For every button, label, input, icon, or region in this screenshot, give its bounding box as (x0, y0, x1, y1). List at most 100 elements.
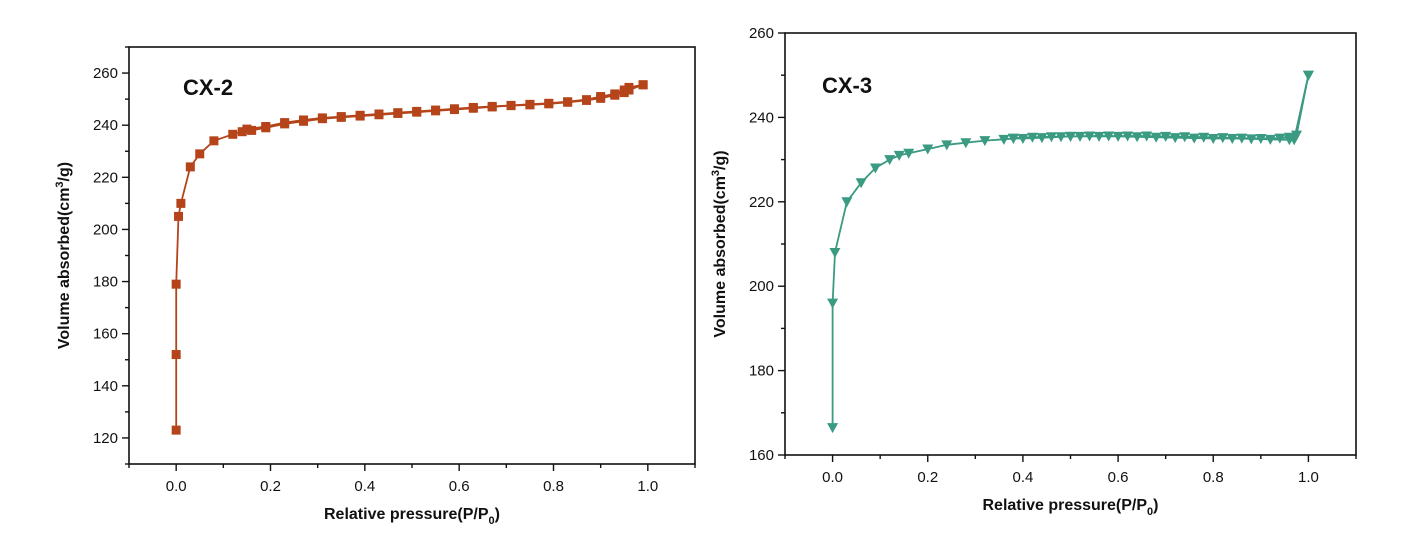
x-axis-label-tail: ) (1153, 497, 1158, 514)
data-point-marker (171, 350, 181, 360)
data-point-marker (960, 138, 972, 149)
series-0-line (831, 75, 1310, 428)
data-point-marker (449, 104, 459, 114)
series-1-line (1013, 75, 1310, 140)
x-axis-label-subscript: 0 (489, 515, 495, 527)
y-axis-label-superscript: 3 (710, 170, 722, 176)
x-axis-label-text: Relative pressure(P/P (983, 497, 1148, 514)
data-point-marker (393, 108, 403, 118)
y-axis-label: Volume absorbed(cm3/g) (54, 162, 73, 349)
x-axis-label: Relative pressure(P/P0) (983, 497, 1159, 518)
data-point-marker (1084, 131, 1096, 142)
data-point-marker (1217, 133, 1229, 144)
data-point-marker (1131, 132, 1143, 143)
y-axis-label-text: Volume absorbed(cm (712, 176, 729, 338)
y-tick-label: 180 (93, 274, 118, 291)
y-tick-label: 160 (93, 326, 118, 343)
x-tick-label: 1.0 (1298, 469, 1319, 486)
y-tick-label: 220 (749, 194, 774, 211)
data-point-marker (941, 140, 953, 151)
data-point-marker (596, 92, 606, 102)
chart-cx3: 0.0 0.2 0.4 0.6 0.8 1.0 160 180 200 220 240 260 Rela… (710, 25, 1357, 518)
x-tick-label: 0.2 (260, 478, 281, 495)
data-point-marker (431, 105, 441, 115)
y-axis-label: Volume absorbed(cm3/g) (710, 150, 729, 337)
data-point-marker (827, 423, 839, 434)
data-point-marker (237, 127, 247, 137)
data-point-marker (174, 211, 184, 221)
data-point-marker (1122, 131, 1134, 142)
y-tick-label: 160 (749, 447, 774, 464)
y-axis-label-tail: /g) (56, 162, 73, 182)
plot-frame (128, 46, 696, 465)
y-axis-label-superscript: 3 (54, 181, 66, 187)
data-point-marker (525, 99, 535, 109)
y-tick-label: 180 (749, 363, 774, 380)
data-point-marker (1226, 134, 1238, 144)
data-point-marker (869, 163, 881, 174)
data-point-marker (209, 136, 219, 146)
data-point-marker (855, 178, 867, 189)
data-point-marker (195, 149, 205, 159)
data-point-marker (228, 129, 238, 139)
x-tick-label: 0.0 (822, 469, 843, 486)
data-point-marker (317, 113, 327, 123)
x-tick-label: 0.8 (543, 478, 564, 495)
data-point-marker (582, 95, 592, 105)
y-tick-label: 260 (93, 65, 118, 82)
x-tick-label: 1.0 (637, 478, 658, 495)
x-tick-label: 0.2 (917, 469, 938, 486)
data-point-marker (1026, 132, 1038, 143)
data-point-marker (1007, 133, 1019, 144)
data-point-marker (171, 279, 181, 289)
data-point-marker (979, 136, 991, 147)
data-point-marker (185, 162, 195, 172)
data-point-marker (624, 82, 634, 92)
data-point-marker (487, 101, 497, 111)
panel-annotation: CX-2 (183, 75, 233, 100)
x-axis-label: Relative pressure(P/P0) (324, 506, 500, 527)
data-point-marker (1198, 132, 1210, 143)
y-tick-label: 220 (93, 169, 118, 186)
data-point-marker (903, 148, 915, 159)
data-point-marker (412, 106, 422, 116)
data-point-marker (1036, 133, 1048, 144)
x-tick-label: 0.6 (449, 478, 470, 495)
data-point-marker (827, 298, 839, 309)
x-axis-label-text: Relative pressure(P/P (324, 506, 489, 523)
data-point-marker (638, 80, 648, 90)
data-point-marker (247, 125, 257, 135)
y-tick-label: 200 (749, 278, 774, 295)
data-point-marker (468, 102, 478, 112)
data-point-marker (280, 118, 290, 128)
y-axis-label-tail: /g) (712, 150, 729, 170)
data-point-marker (176, 198, 186, 208)
chart-cx2: 0.0 0.2 0.4 0.6 0.8 1.0 120 140 160 180 200 220 240 2… (54, 46, 696, 527)
data-point-marker (922, 144, 934, 155)
panel-annotation: CX-3 (822, 73, 872, 98)
data-point-marker (998, 134, 1010, 145)
data-point-marker (1150, 132, 1162, 143)
data-point-marker (884, 155, 896, 166)
data-point-marker (336, 112, 346, 122)
data-point-marker (242, 124, 252, 134)
data-point-marker (619, 85, 629, 95)
data-point-marker (829, 247, 841, 258)
data-point-marker (1065, 131, 1076, 142)
data-point-marker (841, 197, 853, 208)
data-point-marker (1274, 133, 1286, 144)
data-point-marker (610, 89, 620, 99)
data-point-marker (893, 150, 905, 161)
x-axis-label-tail: ) (495, 506, 500, 523)
y-tick-label: 240 (93, 117, 118, 134)
data-point-marker (1045, 132, 1057, 143)
data-point-marker (1236, 133, 1248, 144)
data-point-marker (563, 97, 573, 107)
y-axis-label-text: Volume absorbed(cm (56, 188, 73, 350)
data-point-marker (1245, 134, 1257, 145)
x-tick-label: 0.4 (354, 478, 375, 495)
data-point-marker (1017, 134, 1029, 144)
data-point-marker (299, 115, 309, 125)
data-point-marker (1179, 132, 1191, 143)
data-point-marker (1255, 134, 1267, 144)
